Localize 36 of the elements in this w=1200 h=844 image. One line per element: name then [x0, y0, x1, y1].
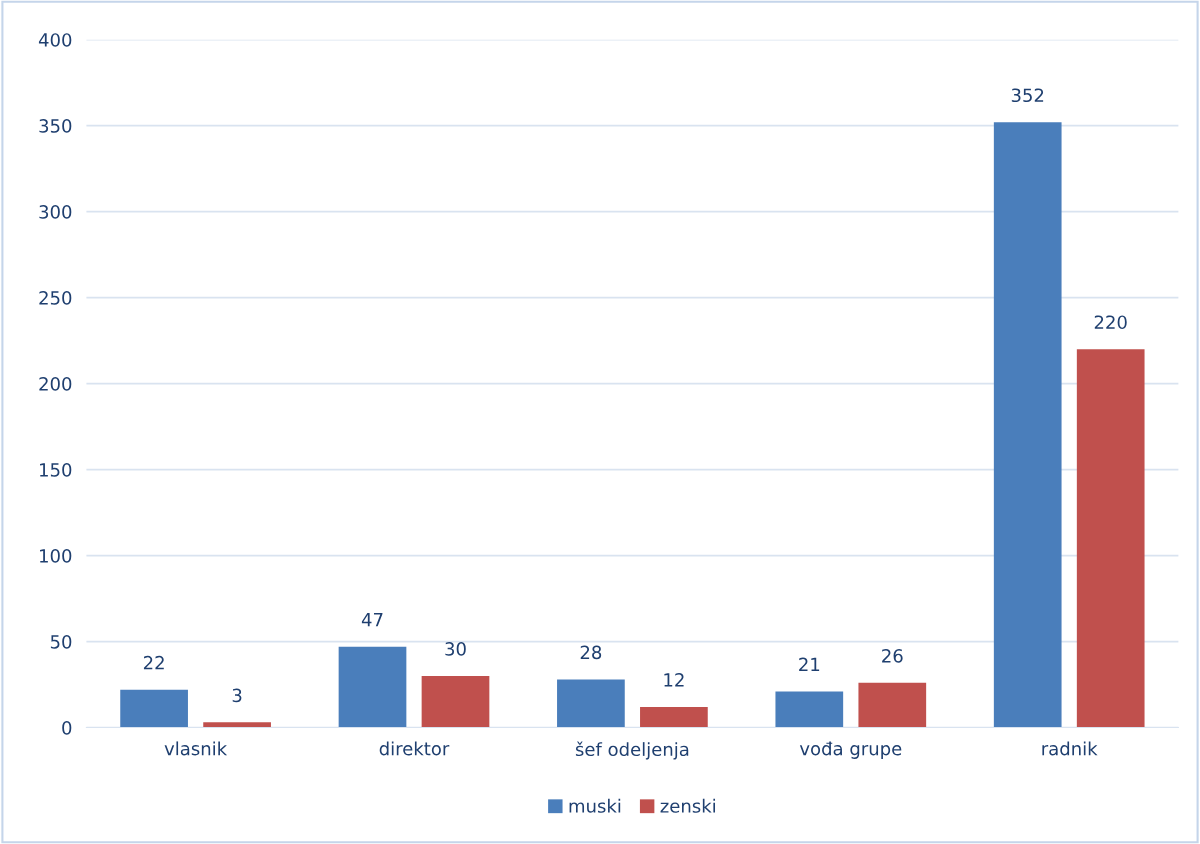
data-label: 22 — [143, 655, 164, 670]
bar — [338, 646, 407, 728]
y-tick-label: 50 — [50, 635, 72, 649]
y-tick-label: 200 — [39, 377, 72, 391]
data-label: 21 — [799, 657, 820, 671]
y-tick-label: 350 — [39, 119, 72, 133]
bar — [993, 122, 1062, 728]
bar — [1076, 349, 1145, 728]
legend-label: zenski — [660, 798, 715, 813]
bar — [557, 679, 625, 728]
data-label: 47 — [361, 613, 383, 627]
bar — [775, 691, 844, 728]
y-tick-label: 300 — [39, 205, 72, 219]
y-tick-label: 100 — [40, 549, 72, 563]
bar — [640, 706, 708, 728]
data-label: 352 — [1011, 88, 1044, 103]
x-tick-label: šef odeljenja — [575, 741, 689, 760]
x-tick-label: radnik — [1042, 741, 1098, 756]
y-tick-label: 250 — [39, 291, 72, 305]
bar — [203, 722, 271, 728]
data-label: 12 — [664, 673, 684, 687]
data-label: 220 — [1094, 315, 1127, 330]
legend-label: muski — [569, 798, 621, 813]
data-label: 30 — [445, 642, 466, 656]
bar — [120, 689, 188, 728]
data-label: 26 — [882, 648, 903, 663]
x-tick-label: direktor — [379, 741, 450, 756]
bar — [421, 675, 490, 728]
y-tick-label: 0 — [62, 720, 72, 735]
bar — [858, 682, 927, 728]
y-tick-label: 400 — [38, 33, 72, 47]
data-label: 3 — [232, 688, 242, 703]
y-tick-label: 150 — [40, 463, 72, 477]
x-tick-label: vođa grupe — [799, 741, 902, 759]
data-label: 28 — [580, 645, 602, 660]
x-tick-label: vlasnik — [164, 741, 228, 756]
